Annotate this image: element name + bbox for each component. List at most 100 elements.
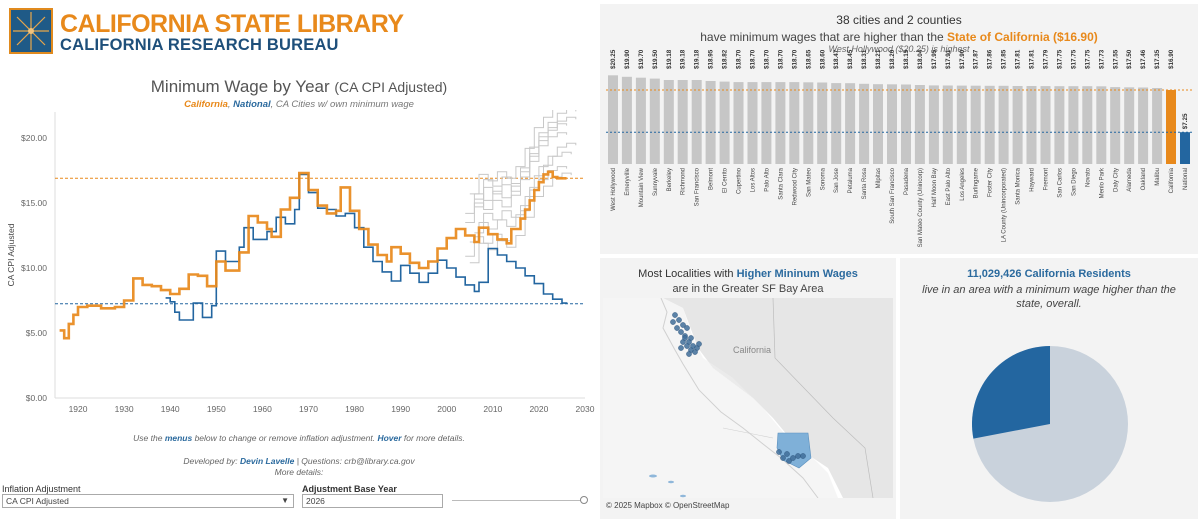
bar: [663, 80, 674, 164]
bar-title3: West Hollywood ($20.25) is highest: [828, 44, 970, 54]
city-wage-bar-chart[interactable]: $20.25 West Hollywood $19.90 Emeryville $19.…: [600, 4, 1198, 254]
state-library-logo: [9, 8, 53, 54]
map-credit: © 2025 Mapbox © OpenStreetMap: [606, 501, 730, 510]
bar: [649, 78, 660, 164]
bar: [803, 82, 814, 164]
bar-value-label: $17.75: [1057, 49, 1064, 69]
bar: [984, 85, 995, 164]
legend-national[interactable]: National: [233, 99, 271, 110]
bar-category-label: Berkeley: [667, 168, 673, 191]
bar-category-label: Burlingame: [974, 167, 980, 198]
locality-dot: [678, 329, 684, 335]
note-hover: Hover: [377, 433, 402, 443]
bar: [719, 81, 730, 164]
legend-california[interactable]: California: [184, 99, 228, 110]
map-state-label: California: [733, 345, 771, 355]
x-tick-label: 2000: [437, 404, 456, 414]
bar: [845, 83, 856, 164]
bar-category-label: Cupertino: [737, 167, 743, 194]
locality-dots[interactable]: [670, 312, 806, 464]
more-details[interactable]: More details:: [274, 467, 324, 477]
bar-category-label: Milpitas: [876, 168, 882, 188]
line-chart-title-sub: (CA CPI Adjusted): [334, 79, 448, 95]
bar-category-label: San Carlos: [1058, 168, 1064, 198]
x-tick-label: 1920: [69, 404, 88, 414]
bar-value-label: $17.35: [1154, 49, 1161, 69]
california-map[interactable]: California: [603, 298, 893, 498]
bar-category-label: San Jose: [834, 167, 840, 193]
locality-dot: [790, 455, 796, 461]
bar-category-label: Petaluma: [848, 167, 854, 193]
bar: [1138, 87, 1149, 164]
locality-dot: [696, 341, 702, 347]
bar-value-label: $18.70: [736, 49, 743, 69]
bar-value-label: $18.45: [847, 49, 854, 69]
bar-value-label: $18.95: [708, 49, 715, 69]
bar-category-label: National: [1183, 168, 1189, 190]
bar: [747, 82, 758, 164]
dev-post: | Questions: crb@library.ca.gov: [294, 456, 415, 466]
inflation-select[interactable]: CA CPI Adjusted ▼: [2, 494, 294, 508]
base-year-slider-handle[interactable]: [580, 496, 588, 504]
bar-value-label: $16.90: [1168, 49, 1175, 69]
org-name: CALIFORNIA STATE LIBRARY: [60, 10, 404, 38]
locality-dot: [670, 319, 676, 325]
bar: [775, 82, 786, 164]
bar-category-label: Santa Monica: [1016, 167, 1022, 204]
bar-value-label: $7.25: [1182, 113, 1189, 129]
bar-panel: 38 cities and 2 counties have minimum wa…: [600, 4, 1198, 254]
wage-line-chart[interactable]: $0.00 $5.00 $10.00 $15.00 $20.00 1920 1930 1940…: [0, 110, 598, 430]
bar-category-label: Malibu: [1155, 168, 1161, 186]
locality-dot: [686, 351, 692, 357]
y-axis-label: CA CPI Adjusted: [6, 223, 16, 286]
bar: [817, 82, 828, 164]
developer-link[interactable]: Devin Lavelle: [240, 456, 295, 466]
bar-value-label: $17.91: [945, 49, 952, 69]
bar-value-label: $17.73: [1098, 49, 1105, 69]
locality-dot: [780, 455, 786, 461]
developer-credit: Developed by: Devin Lavelle | Questions:…: [0, 456, 598, 466]
bar: [677, 80, 688, 164]
locality-dot: [684, 343, 690, 349]
x-tick-label: 1930: [115, 404, 134, 414]
bar-value-label: $18.70: [791, 49, 798, 69]
bar-title2: have minimum wages that are higher than …: [600, 30, 1198, 44]
residents-pie-chart[interactable]: [960, 334, 1140, 514]
bar: [1166, 90, 1176, 164]
bar-value-label: $18.21: [875, 49, 882, 69]
x-tick-label: 2020: [529, 404, 548, 414]
inflation-label: Inflation Adjustment: [2, 484, 81, 494]
bar: [621, 76, 632, 164]
locality-dot: [684, 325, 690, 331]
base-year-slider-track[interactable]: [452, 500, 584, 501]
bar: [1096, 86, 1107, 164]
bar-title1: 38 cities and 2 counties: [836, 13, 962, 27]
bar-value-label: $17.50: [1126, 49, 1133, 69]
bar-category-label: Emeryville: [625, 167, 631, 195]
bar-value-label: $17.55: [1112, 49, 1119, 69]
bar-category-label: Belmont: [709, 168, 715, 190]
bar-category-label: Alameda: [1127, 167, 1133, 191]
bar-category-label: Los Angeles: [960, 168, 966, 201]
org-subname: CALIFORNIA RESEARCH BUREAU: [60, 36, 339, 54]
locality-dot: [786, 458, 792, 464]
inflation-select-value: CA CPI Adjusted: [6, 496, 69, 506]
bar-category-label: South San Francisco: [890, 167, 896, 223]
bar: [761, 82, 772, 164]
bar-category-label: San Mateo: [806, 167, 812, 197]
bar-category-label: Santa Clara: [778, 167, 784, 199]
bar: [608, 75, 618, 164]
bar: [956, 85, 967, 164]
locality-dot: [676, 317, 682, 323]
y-tick-label: $10.00: [21, 263, 47, 273]
bar: [942, 85, 953, 164]
base-year-input[interactable]: 2026: [302, 494, 443, 508]
usage-note: Use the menus below to change or remove …: [0, 433, 598, 443]
bar-value-label: $19.18: [666, 49, 673, 69]
x-tick-label: 1960: [253, 404, 272, 414]
bar-value-label: $19.50: [652, 49, 659, 69]
bar: [873, 84, 883, 164]
national-wage-line: [165, 173, 568, 321]
bar-value-label: $19.18: [694, 49, 701, 69]
note-post: for more details.: [401, 433, 465, 443]
